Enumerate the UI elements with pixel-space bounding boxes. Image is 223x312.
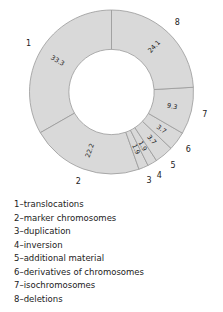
slice — [40, 113, 139, 174]
slice — [29, 10, 111, 133]
annotation: 4–inversion — [14, 240, 63, 250]
legend-text: 1–translocations 2–marker chromosomes 3–du… — [14, 199, 145, 304]
labels: 33.3122.221.931.943.753.769.3724.18 — [26, 18, 207, 187]
category-label: 5 — [171, 161, 176, 170]
annotation: 7–isochromosomes — [14, 280, 96, 290]
data-label: 1.9 — [136, 140, 148, 153]
category-label: 8 — [175, 18, 180, 27]
slice — [148, 87, 193, 133]
category-label: 4 — [157, 171, 162, 180]
category-label: 3 — [146, 176, 151, 185]
data-label: 24.1 — [146, 39, 162, 55]
data-label: 22.2 — [84, 142, 97, 158]
annotation: 1–translocations — [14, 199, 84, 209]
data-label: 3.7 — [155, 123, 168, 136]
category-label: 7 — [202, 110, 207, 119]
data-label: 33.3 — [49, 54, 66, 68]
annotation: 8–deletions — [14, 294, 63, 304]
annotation: 6–derivatives of chromosomes — [14, 267, 145, 277]
annotation: 3–duplication — [14, 226, 71, 236]
chart: 33.3122.221.931.943.753.769.3724.181–tra… — [0, 0, 223, 312]
data-label: 3.7 — [145, 133, 158, 146]
category-label: 1 — [26, 39, 31, 48]
category-label: 2 — [76, 177, 81, 186]
category-label: 6 — [186, 145, 191, 154]
data-label: 9.3 — [166, 101, 178, 111]
annotation: 2–marker chromosomes — [14, 213, 117, 223]
slice — [112, 10, 194, 90]
annotation: 5–additional material — [14, 253, 104, 263]
slices — [29, 10, 193, 174]
